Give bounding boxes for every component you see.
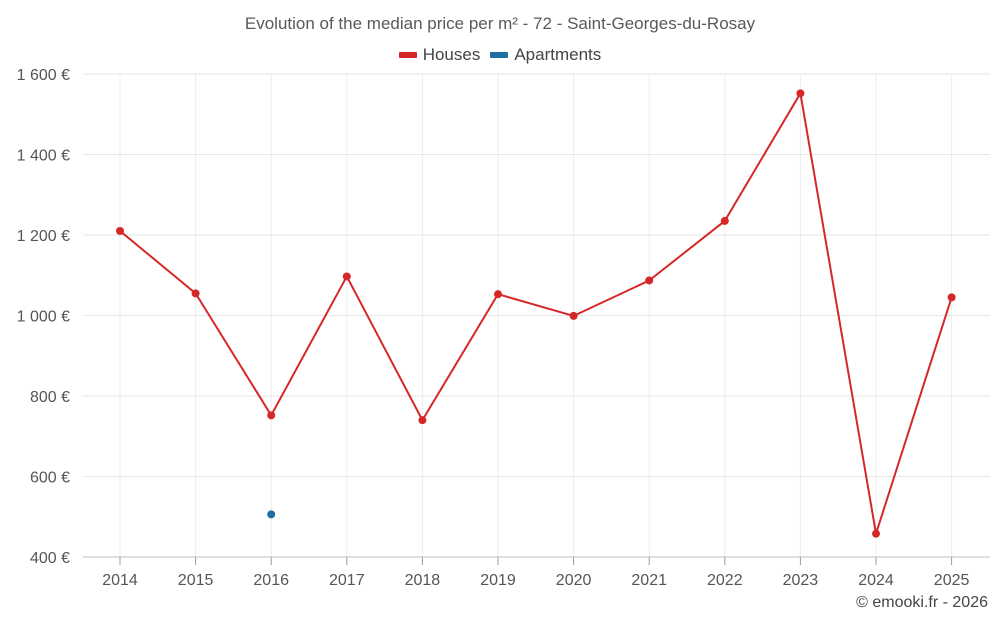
x-tick-label: 2024 [858, 572, 894, 589]
data-point-houses-2025 [947, 293, 956, 302]
y-tick-label: 1 400 € [17, 148, 70, 165]
x-tick-label: 2022 [707, 572, 743, 589]
data-point-houses-2017 [342, 272, 351, 281]
x-tick-label: 2017 [329, 572, 365, 589]
y-tick-label: 400 € [30, 550, 70, 567]
x-tick-label: 2018 [405, 572, 441, 589]
grid-lines [83, 73, 990, 558]
legend-label-houses: Houses [422, 45, 481, 64]
x-tick-label: 2016 [253, 572, 289, 589]
credit-text: © emooki.fr - 2026 [856, 594, 988, 611]
legend-item-houses[interactable]: Houses [398, 45, 481, 65]
chart-title: Evolution of the median price per m² - 7… [244, 14, 756, 33]
data-point-houses-2019 [494, 290, 502, 299]
x-tick-label: 2023 [783, 572, 819, 589]
x-tick-label: 2021 [631, 572, 667, 589]
data-point-houses-2014 [116, 226, 124, 235]
legend-label-apartments: Apartments [514, 45, 602, 64]
y-tick-label: 1 600 € [17, 67, 70, 84]
data-point-houses-2023 [796, 89, 805, 98]
x-tick-label: 2025 [934, 572, 970, 589]
x-tick-label: 2020 [556, 572, 592, 589]
data-point-houses-2018 [418, 416, 427, 425]
data-point-apartments-2016 [267, 510, 276, 519]
series-line-houses [119, 92, 953, 535]
data-point-houses-2015 [191, 289, 200, 298]
y-tick-label: 800 € [30, 389, 70, 406]
x-tick-label: 2019 [480, 572, 516, 589]
axes: 400 € 600 € 800 € 1 000 € 1 200 € 1 400 € 1 60… [17, 67, 990, 589]
data-point-houses-2016 [267, 411, 276, 420]
data-point-houses-2024 [872, 529, 880, 538]
legend-swatch-houses [398, 52, 417, 58]
legend-swatch-apartments [490, 52, 509, 58]
y-tick-label: 600 € [30, 470, 70, 487]
y-tick-label: 1 000 € [17, 309, 70, 326]
y-tick-label: 1 200 € [17, 228, 70, 245]
x-tick-label: 2015 [178, 572, 214, 589]
chart-legend: Houses Apartments [0, 45, 1000, 65]
legend-item-apartments[interactable]: Apartments [490, 45, 601, 65]
data-point-houses-2021 [645, 276, 654, 285]
series-layer [116, 89, 956, 538]
data-point-houses-2022 [720, 216, 729, 225]
data-point-houses-2020 [569, 311, 578, 320]
x-tick-label: 2014 [102, 572, 138, 589]
